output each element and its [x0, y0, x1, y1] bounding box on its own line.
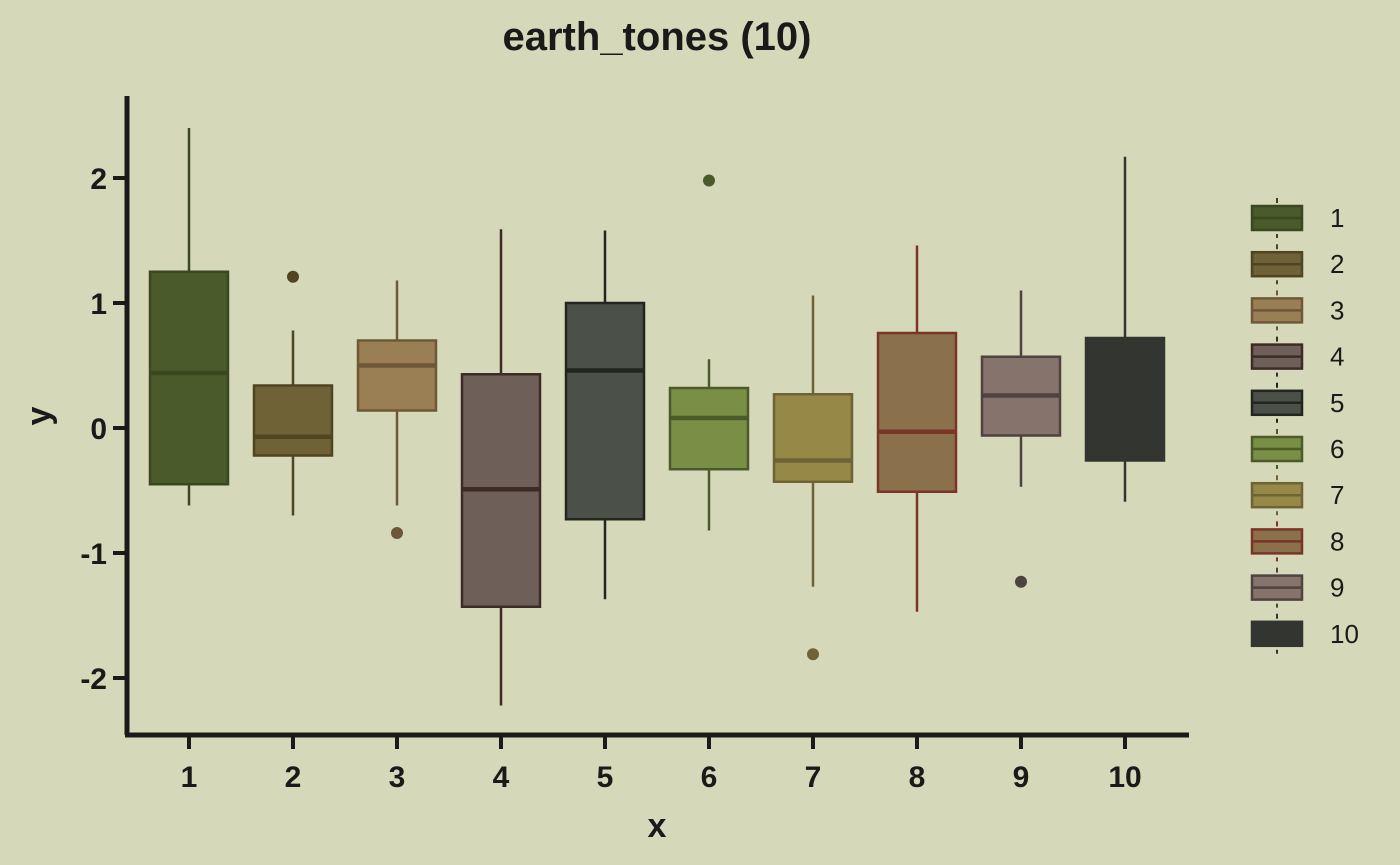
boxes — [148, 128, 1166, 706]
outlier-point — [703, 174, 715, 187]
legend-item: 2 — [1250, 244, 1344, 285]
box-group — [564, 230, 646, 600]
y-axis-label: y — [20, 406, 58, 425]
box — [876, 331, 958, 493]
y-tick-label: 2 — [90, 163, 107, 196]
outlier-point — [807, 648, 819, 661]
box-group — [772, 295, 854, 661]
x-tick-label: 10 — [1108, 761, 1141, 794]
axes: -2 -1 0 1 2 1 2 3 4 5 6 7 8 9 10 — [80, 96, 1189, 794]
legend-item: 8 — [1250, 521, 1344, 562]
x-tick-label: 1 — [181, 761, 198, 794]
box — [564, 301, 646, 521]
legend-swatch — [1250, 620, 1304, 648]
legend-item: 7 — [1250, 475, 1344, 516]
x-tick-label: 8 — [909, 761, 926, 794]
legend-label: 7 — [1330, 480, 1344, 510]
legend-label: 10 — [1330, 619, 1359, 649]
x-tick-label: 4 — [493, 761, 510, 794]
x-axis-label: x — [648, 807, 667, 845]
box-group — [460, 229, 542, 706]
box-group — [980, 290, 1062, 588]
box — [772, 393, 854, 483]
legend-label: 4 — [1330, 342, 1344, 372]
box-group — [876, 245, 958, 612]
y-tick-label: 1 — [90, 288, 107, 321]
box — [252, 384, 334, 457]
box-group — [356, 280, 438, 539]
legend-label: 2 — [1330, 249, 1344, 279]
legend-label: 6 — [1330, 434, 1344, 464]
legend-label: 9 — [1330, 573, 1344, 603]
box-group — [668, 174, 750, 531]
legend-item: 4 — [1250, 336, 1344, 377]
x-tick-label: 2 — [285, 761, 302, 794]
legend-item: 5 — [1250, 382, 1344, 423]
legend-label: 5 — [1330, 388, 1344, 418]
legend-item: 1 — [1250, 198, 1344, 238]
legend-item: 6 — [1250, 429, 1344, 469]
box-group — [1084, 156, 1166, 502]
x-tick-label: 9 — [1013, 761, 1030, 794]
outlier-point — [287, 270, 299, 283]
outlier-point — [1015, 575, 1027, 588]
legend-label: 1 — [1330, 203, 1344, 233]
legend-item: 9 — [1250, 567, 1344, 608]
x-tick-label: 7 — [805, 761, 822, 794]
x-tick-label: 5 — [597, 761, 614, 794]
legend: 1 2 3 4 5 6 7 8 9 10 — [1250, 198, 1359, 654]
legend-item: 10 — [1250, 613, 1359, 654]
y-tick-label: 0 — [90, 413, 107, 446]
x-tick-label: 6 — [701, 761, 718, 794]
y-tick-label: -2 — [80, 663, 107, 696]
legend-label: 3 — [1330, 295, 1344, 325]
chart-title: earth_tones (10) — [503, 15, 812, 59]
box — [1084, 336, 1166, 462]
y-tick-label: -1 — [80, 538, 107, 571]
x-tick-label: 3 — [389, 761, 406, 794]
box — [356, 339, 438, 412]
legend-item: 3 — [1250, 290, 1344, 331]
box — [148, 270, 230, 486]
legend-label: 8 — [1330, 526, 1344, 556]
box — [668, 386, 750, 471]
box-group — [148, 128, 230, 506]
outlier-point — [391, 527, 403, 539]
box-group — [252, 270, 334, 516]
